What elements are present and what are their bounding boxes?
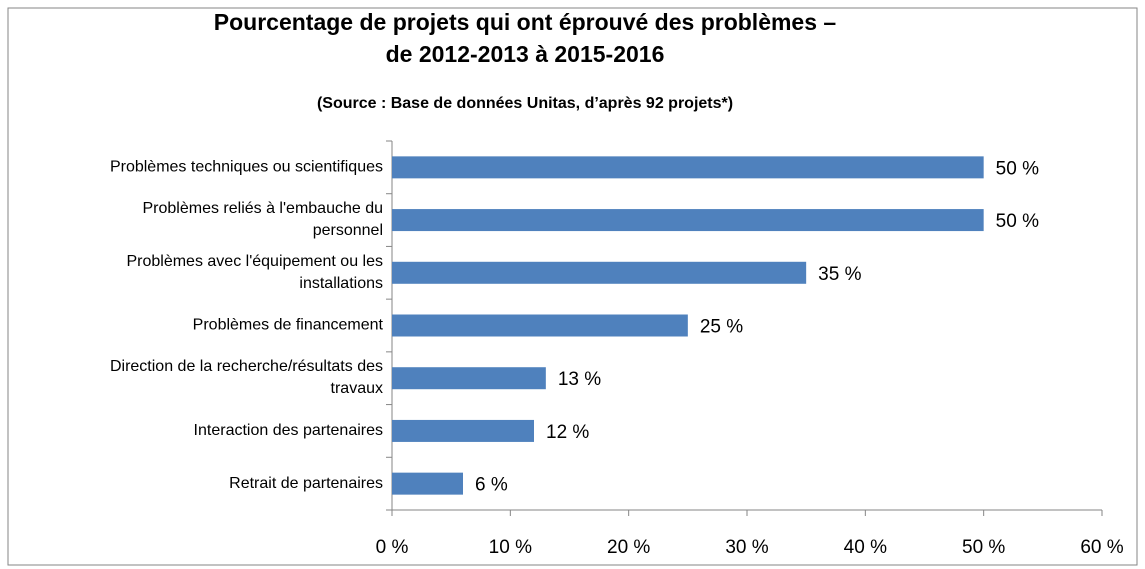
- y-tick-label: Interaction des partenaires: [194, 422, 383, 439]
- bar: [392, 367, 546, 390]
- y-tick-label: Problèmes de financement: [193, 317, 384, 334]
- y-tick-label: Problèmes avec l'équipement ou les instal…: [126, 253, 383, 292]
- x-tick-label: 60 %: [1080, 537, 1123, 558]
- x-tick-label: 30 %: [725, 537, 768, 558]
- chart-subtitle: (Source : Base de données Unitas, d’aprè…: [317, 95, 733, 112]
- y-tick-label: Retrait de partenaires: [229, 475, 383, 492]
- value-label: 12 %: [546, 422, 589, 443]
- value-label: 13 %: [558, 369, 601, 390]
- value-label: 50 %: [996, 158, 1039, 179]
- bar: [392, 419, 534, 442]
- value-label: 25 %: [700, 317, 743, 338]
- bar: [392, 472, 463, 495]
- x-tick-label: 50 %: [962, 537, 1005, 558]
- y-tick-label: Problèmes reliés à l'embauche du personne…: [142, 200, 383, 239]
- bar: [392, 156, 984, 179]
- x-tick-label: 40 %: [844, 537, 887, 558]
- chart-title: Pourcentage de projets qui ont éprouvé d…: [214, 9, 837, 67]
- chart-border: [7, 7, 1138, 566]
- value-label: 50 %: [996, 211, 1039, 232]
- value-label: 35 %: [818, 264, 861, 285]
- value-label: 6 %: [475, 475, 508, 496]
- bar: [392, 261, 807, 284]
- y-tick-label: Direction de la recherche/résultats des t…: [110, 358, 383, 397]
- x-tick-label: 10 %: [489, 537, 532, 558]
- x-tick-label: 20 %: [607, 537, 650, 558]
- y-tick-label: Problèmes techniques ou scientifiques: [110, 159, 383, 176]
- bar: [392, 209, 984, 232]
- x-tick-label: 0 %: [376, 537, 409, 558]
- bar: [392, 314, 688, 337]
